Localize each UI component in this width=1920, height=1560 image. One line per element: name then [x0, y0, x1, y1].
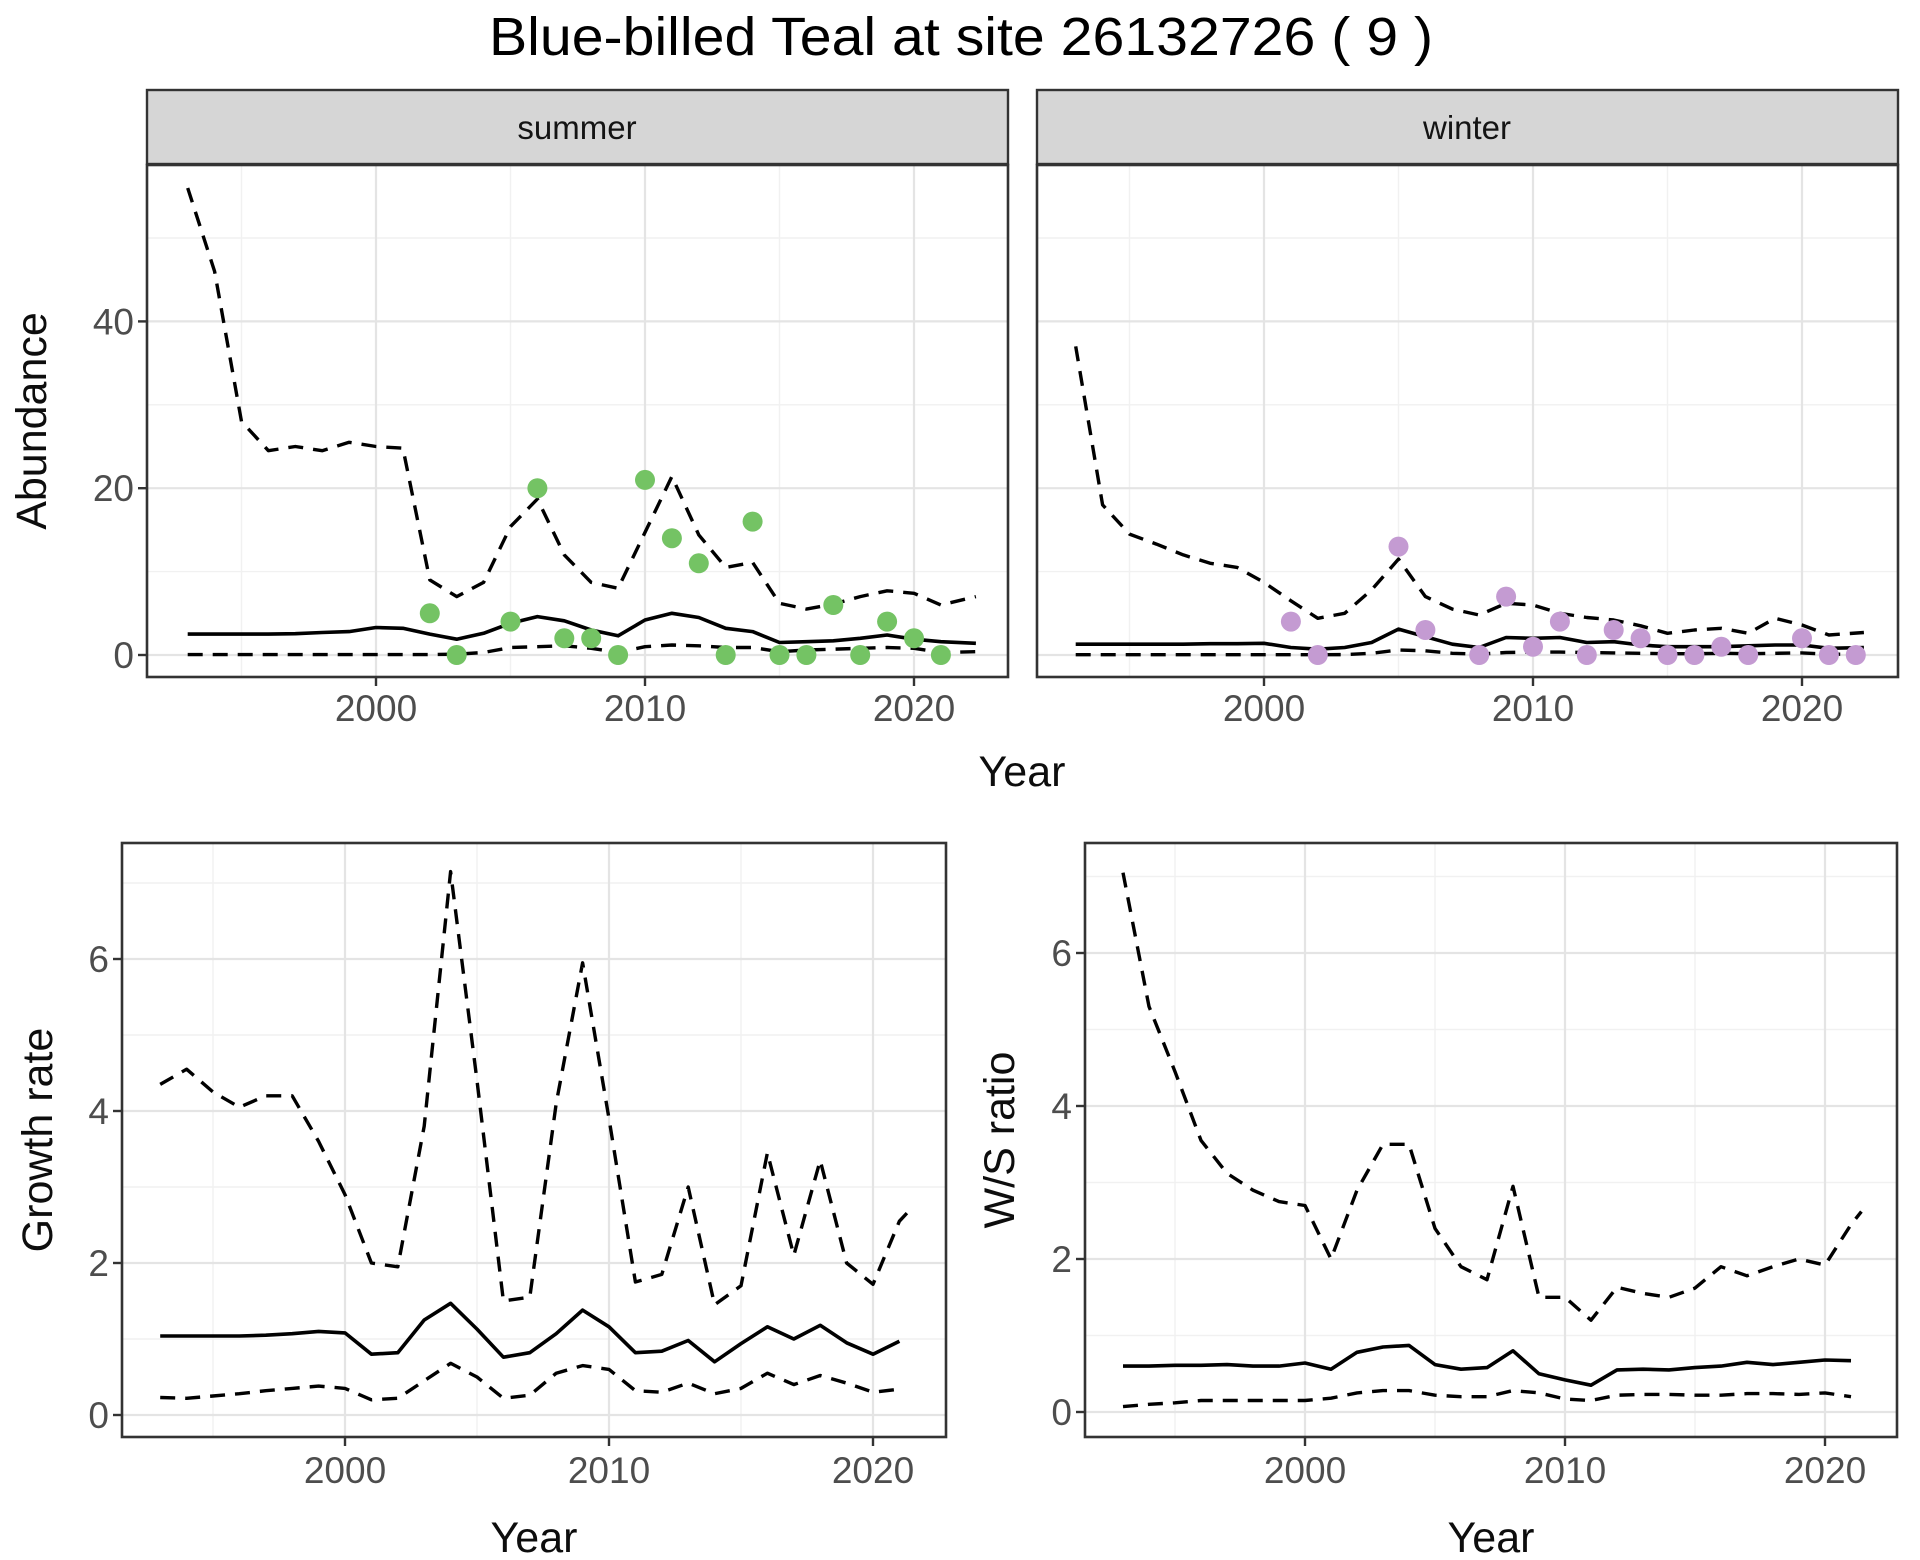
observed-count-point: [1738, 645, 1759, 665]
observed-count-point: [1307, 645, 1328, 665]
observed-count-point: [446, 645, 467, 665]
observed-count-point: [1711, 636, 1732, 657]
y-axis-tick-label: 6: [88, 939, 109, 980]
x-axis-tick-label: 2010: [1524, 1450, 1606, 1491]
panel-background: [1085, 843, 1897, 1437]
y-axis-title-abundance: Abundance: [8, 312, 56, 530]
observed-count-point: [877, 611, 898, 632]
panel-background: [122, 843, 946, 1437]
x-axis-tick-label: 2020: [832, 1450, 914, 1491]
x-axis-tick-label: 2010: [1492, 688, 1574, 729]
observed-count-point: [1388, 536, 1409, 557]
panel-background: [1037, 165, 1898, 677]
observed-count-point: [1469, 645, 1490, 665]
y-axis-title-ws-ratio: W/S ratio: [976, 1052, 1024, 1229]
observed-count-point: [1792, 628, 1812, 649]
series-line-lower_95ci-dashed: [1122, 1388, 1852, 1409]
observed-count-point: [1684, 645, 1705, 665]
y-axis-tick-label: 0: [88, 1395, 109, 1436]
facet-strip-background: [145, 88, 1010, 166]
x-axis-tick-label: 2020: [1784, 1450, 1866, 1491]
y-axis-tick-label: 2: [88, 1243, 109, 1284]
facet-strip-background: [1035, 88, 1900, 166]
observed-count-point: [1549, 611, 1570, 632]
observed-count-point: [419, 603, 440, 624]
panel-border: [1083, 841, 1899, 1439]
observed-count-point: [1818, 645, 1839, 665]
x-axis-title-year-bottom-right: Year: [1448, 1514, 1535, 1560]
x-axis-title-year-bottom-left: Year: [491, 1514, 578, 1560]
y-axis-tick-label: 2: [1051, 1239, 1072, 1280]
facet-strip-label-summer: summer: [517, 109, 636, 146]
y-axis-tick-label: 6: [1051, 933, 1072, 974]
observed-count-point: [823, 595, 844, 615]
observed-count-point: [769, 645, 790, 665]
observed-count-point: [850, 645, 871, 665]
panel-ws-ratio: 0 2 4 6 2000 2010 2020: [1051, 841, 1899, 1491]
observed-count-point: [554, 628, 575, 649]
observed-count-point: [1280, 611, 1301, 632]
x-axis-tick-label: 2010: [568, 1450, 650, 1491]
x-axis-tick-label: 2000: [1223, 688, 1305, 729]
observed-count-point: [1657, 645, 1678, 665]
figure-title: Blue-billed Teal at site 26132726 ( 9 ): [489, 7, 1433, 67]
observed-count-point: [581, 628, 602, 649]
facet-strip-winter: winter: [1035, 88, 1900, 166]
series-line-median-solid: [187, 611, 976, 646]
facet-strip-summer: summer: [145, 88, 1010, 166]
observed-count-point: [1845, 645, 1866, 665]
y-axis-title-growth-rate: Growth rate: [14, 1028, 62, 1253]
y-axis-tick-label: 4: [1051, 1086, 1072, 1127]
observed-count-point: [527, 478, 548, 499]
panel-growth-rate: 0 2 4 6 2000 2010 2020: [88, 841, 948, 1491]
observed-count-point: [930, 645, 951, 665]
y-axis-tick-label: 0: [113, 635, 134, 676]
facet-strip-label-winter: winter: [1422, 109, 1511, 146]
series-line-lower_95ci-dashed: [187, 643, 976, 657]
x-axis-tick-label: 2000: [335, 688, 417, 729]
x-axis-tick-label: 2010: [604, 688, 686, 729]
panel-border: [1035, 163, 1900, 679]
series-line-upper_95ci-dashed: [1121, 872, 1863, 1322]
panel-abundance-summer: 0 20 40 2000 2010 2020: [93, 163, 1010, 729]
observed-count-point: [661, 528, 682, 549]
observed-count-point: [1576, 645, 1597, 665]
x-axis-tick-label: 2020: [1761, 688, 1843, 729]
observed-count-point: [608, 645, 629, 665]
y-axis-tick-label: 4: [88, 1091, 109, 1132]
observed-count-point: [904, 628, 924, 649]
x-axis-tick-label: 2020: [873, 688, 955, 729]
y-axis-tick-label: 20: [93, 468, 134, 509]
observed-count-point: [1523, 636, 1543, 657]
observed-count-point: [1603, 620, 1624, 640]
observed-count-point: [1496, 586, 1517, 607]
observed-count-point: [1630, 628, 1651, 649]
panel-background: [147, 165, 1008, 677]
series-line-median-solid: [160, 1301, 901, 1364]
y-axis-tick-label: 40: [93, 301, 134, 342]
observed-count-point: [1415, 620, 1436, 640]
series-line-upper_95ci-dashed: [1074, 346, 1865, 637]
panel-border: [145, 163, 1010, 679]
panel-abundance-winter: 2000 2010 2020: [1035, 163, 1900, 729]
x-axis-tick-label: 2000: [1264, 1450, 1346, 1491]
panel-border: [120, 841, 948, 1439]
observed-count-point: [796, 645, 817, 665]
observed-count-point: [715, 645, 736, 665]
x-axis-title-year-top: Year: [979, 748, 1066, 796]
observed-count-point: [742, 511, 763, 532]
x-axis-tick-label: 2000: [304, 1450, 386, 1491]
series-line-upper_95ci-dashed: [159, 869, 912, 1307]
series-line-median-solid: [1123, 1343, 1852, 1387]
y-axis-tick-label: 0: [1051, 1392, 1072, 1433]
observed-count-point: [500, 611, 521, 632]
observed-count-point: [688, 553, 709, 574]
observed-count-point: [635, 469, 655, 490]
